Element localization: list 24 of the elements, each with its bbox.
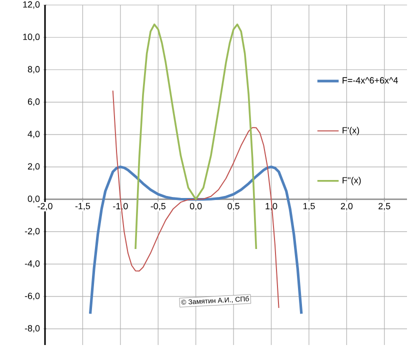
y-tick-label: 6,0 (28, 98, 40, 106)
y-tick-label: 0,0 (28, 196, 40, 203)
y-tick-label: -6,0 (24, 292, 40, 300)
legend-label: F=-4x^6+6x^4 (342, 77, 398, 84)
y-tick-label: 4,0 (28, 130, 40, 138)
y-tick-label: 12,0 (23, 1, 40, 9)
y-tick-label: 10,0 (23, 34, 40, 42)
legend-label: F'(x) (342, 126, 360, 136)
line-series (112, 90, 280, 308)
y-tick-label: 2,0 (28, 163, 40, 171)
y-tick-label: -8,0 (24, 325, 40, 333)
x-tick-label: -2,0 (38, 202, 52, 210)
legend-label: F''(x) (342, 176, 361, 186)
y-tick-label: -2,0 (24, 228, 40, 236)
y-tick-label: -4,0 (24, 260, 40, 268)
x-tick-label: 1,5 (303, 202, 315, 210)
line-series (134, 24, 258, 250)
y-tick-label: 8,0 (28, 66, 40, 74)
x-tick-label: -0,5 (150, 202, 166, 210)
x-tick-label: 2,5 (378, 202, 390, 210)
x-tick-label: 2,0 (340, 202, 353, 210)
x-tick-label: 0,0 (190, 202, 202, 210)
x-tick-label: 0,5 (228, 202, 240, 210)
x-tick-label: -1,5 (75, 202, 90, 210)
